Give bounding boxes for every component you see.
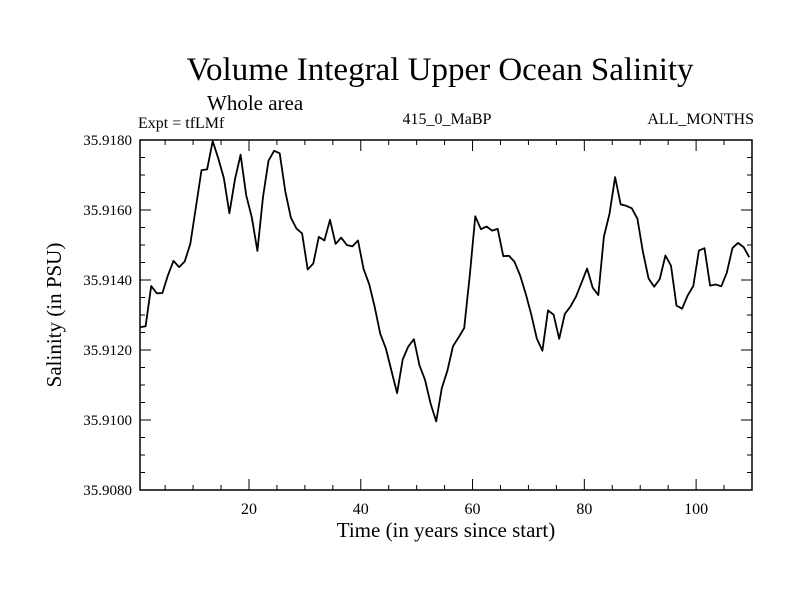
y-tick-label: 35.9100: [83, 413, 132, 429]
x-tick-label: 60: [465, 501, 481, 518]
series-line-tfLMf: [139, 140, 750, 423]
x-tick-label: 80: [576, 501, 592, 518]
x-tick-label: 20: [241, 501, 257, 518]
x-axis-label: Time (in years since start): [337, 518, 556, 542]
y-tick-label: 35.9140: [83, 273, 132, 289]
y-axis-label: Salinity (in PSU): [42, 243, 66, 388]
y-tick-label: 35.9180: [83, 133, 132, 149]
expt-label: Expt = tfLMf: [138, 115, 225, 132]
series-layer: [139, 140, 750, 423]
run-label: 415_0_MaBP: [403, 111, 492, 128]
chart-subtitle: Whole area: [207, 91, 304, 115]
chart-title: Volume Integral Upper Ocean Salinity: [186, 52, 694, 88]
tick-labels: 20 40 60 80 100 35.9080 35.9100 35.9120 35.9140 3…: [83, 133, 708, 518]
axis-ticks: [140, 139, 753, 491]
y-tick-label: 35.9160: [83, 203, 132, 219]
x-tick-label: 40: [353, 501, 369, 518]
y-tick-label: 35.9120: [83, 343, 132, 359]
plot-frame: [139, 139, 753, 491]
y-tick-label: 35.9080: [83, 483, 132, 499]
period-label: ALL_MONTHS: [647, 111, 754, 128]
x-tick-label: 100: [684, 501, 708, 518]
